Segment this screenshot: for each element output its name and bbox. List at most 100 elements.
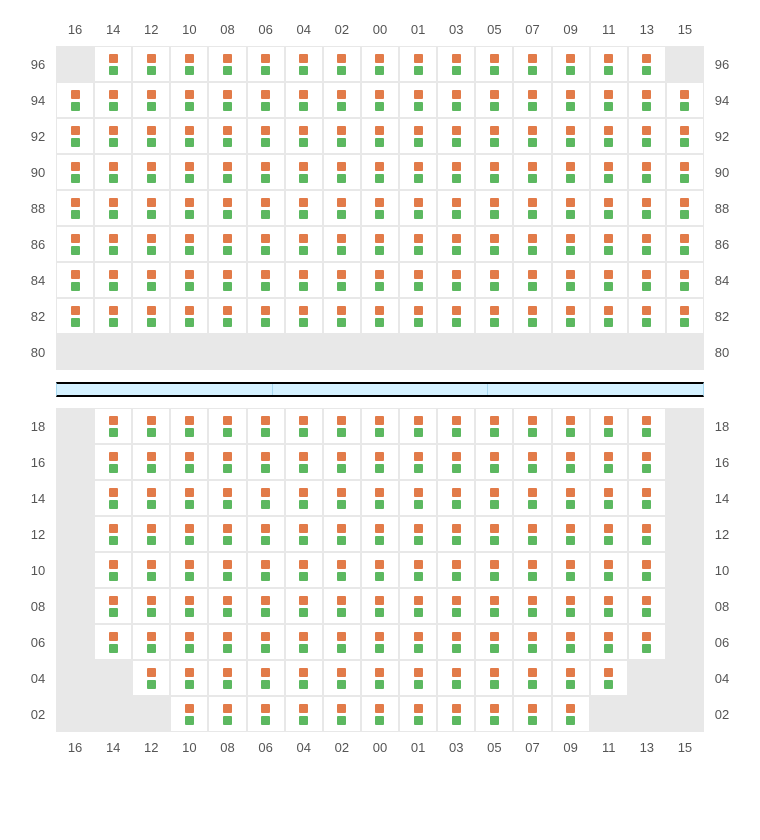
seat-cell[interactable] xyxy=(628,552,666,588)
seat-cell[interactable] xyxy=(132,46,170,82)
seat-cell[interactable] xyxy=(94,624,132,660)
seat-cell[interactable] xyxy=(247,262,285,298)
seat-cell[interactable] xyxy=(437,118,475,154)
seat-cell[interactable] xyxy=(208,82,246,118)
seat-cell[interactable] xyxy=(590,588,628,624)
seat-cell[interactable] xyxy=(552,190,590,226)
seat-cell[interactable] xyxy=(208,516,246,552)
seat-cell[interactable] xyxy=(513,516,551,552)
seat-cell[interactable] xyxy=(208,588,246,624)
seat-cell[interactable] xyxy=(628,154,666,190)
seat-cell[interactable] xyxy=(590,298,628,334)
seat-cell[interactable] xyxy=(513,226,551,262)
seat-cell[interactable] xyxy=(628,408,666,444)
seat-cell[interactable] xyxy=(208,154,246,190)
seat-cell[interactable] xyxy=(513,552,551,588)
seat-cell[interactable] xyxy=(247,408,285,444)
seat-cell[interactable] xyxy=(399,624,437,660)
seat-cell[interactable] xyxy=(323,660,361,696)
seat-cell[interactable] xyxy=(94,480,132,516)
seat-cell[interactable] xyxy=(170,46,208,82)
seat-cell[interactable] xyxy=(590,408,628,444)
seat-cell[interactable] xyxy=(666,154,704,190)
seat-cell[interactable] xyxy=(132,82,170,118)
seat-cell[interactable] xyxy=(399,444,437,480)
seat-cell[interactable] xyxy=(361,588,399,624)
seat-cell[interactable] xyxy=(475,226,513,262)
seat-cell[interactable] xyxy=(56,154,94,190)
seat-cell[interactable] xyxy=(323,262,361,298)
seat-cell[interactable] xyxy=(399,262,437,298)
seat-cell[interactable] xyxy=(94,82,132,118)
seat-cell[interactable] xyxy=(552,480,590,516)
seat-cell[interactable] xyxy=(590,262,628,298)
seat-cell[interactable] xyxy=(247,118,285,154)
seat-cell[interactable] xyxy=(475,298,513,334)
seat-cell[interactable] xyxy=(285,588,323,624)
seat-cell[interactable] xyxy=(513,190,551,226)
seat-cell[interactable] xyxy=(323,444,361,480)
seat-cell[interactable] xyxy=(590,190,628,226)
seat-cell[interactable] xyxy=(285,154,323,190)
seat-cell[interactable] xyxy=(361,660,399,696)
seat-cell[interactable] xyxy=(361,444,399,480)
seat-cell[interactable] xyxy=(552,408,590,444)
seat-cell[interactable] xyxy=(94,46,132,82)
seat-cell[interactable] xyxy=(170,624,208,660)
seat-cell[interactable] xyxy=(247,696,285,732)
seat-cell[interactable] xyxy=(361,516,399,552)
seat-cell[interactable] xyxy=(170,226,208,262)
seat-cell[interactable] xyxy=(285,226,323,262)
seat-cell[interactable] xyxy=(132,408,170,444)
seat-cell[interactable] xyxy=(323,552,361,588)
seat-cell[interactable] xyxy=(399,82,437,118)
seat-cell[interactable] xyxy=(437,552,475,588)
seat-cell[interactable] xyxy=(666,262,704,298)
seat-cell[interactable] xyxy=(132,154,170,190)
seat-cell[interactable] xyxy=(437,624,475,660)
seat-cell[interactable] xyxy=(628,46,666,82)
seat-cell[interactable] xyxy=(170,588,208,624)
seat-cell[interactable] xyxy=(399,480,437,516)
seat-cell[interactable] xyxy=(628,588,666,624)
seat-cell[interactable] xyxy=(475,408,513,444)
seat-cell[interactable] xyxy=(552,118,590,154)
seat-cell[interactable] xyxy=(361,190,399,226)
seat-cell[interactable] xyxy=(361,154,399,190)
seat-cell[interactable] xyxy=(170,118,208,154)
seat-cell[interactable] xyxy=(513,444,551,480)
seat-cell[interactable] xyxy=(208,696,246,732)
seat-cell[interactable] xyxy=(475,480,513,516)
seat-cell[interactable] xyxy=(285,118,323,154)
seat-cell[interactable] xyxy=(208,262,246,298)
seat-cell[interactable] xyxy=(628,298,666,334)
seat-cell[interactable] xyxy=(285,516,323,552)
seat-cell[interactable] xyxy=(94,588,132,624)
seat-cell[interactable] xyxy=(247,624,285,660)
seat-cell[interactable] xyxy=(323,696,361,732)
seat-cell[interactable] xyxy=(285,408,323,444)
seat-cell[interactable] xyxy=(552,262,590,298)
seat-cell[interactable] xyxy=(247,480,285,516)
seat-cell[interactable] xyxy=(437,46,475,82)
seat-cell[interactable] xyxy=(513,154,551,190)
seat-cell[interactable] xyxy=(590,154,628,190)
seat-cell[interactable] xyxy=(590,516,628,552)
seat-cell[interactable] xyxy=(513,408,551,444)
seat-cell[interactable] xyxy=(475,552,513,588)
seat-cell[interactable] xyxy=(590,82,628,118)
seat-cell[interactable] xyxy=(132,444,170,480)
seat-cell[interactable] xyxy=(552,588,590,624)
seat-cell[interactable] xyxy=(323,190,361,226)
seat-cell[interactable] xyxy=(475,118,513,154)
seat-cell[interactable] xyxy=(132,660,170,696)
seat-cell[interactable] xyxy=(513,298,551,334)
seat-cell[interactable] xyxy=(437,696,475,732)
seat-cell[interactable] xyxy=(475,624,513,660)
seat-cell[interactable] xyxy=(666,118,704,154)
seat-cell[interactable] xyxy=(208,624,246,660)
seat-cell[interactable] xyxy=(437,588,475,624)
seat-cell[interactable] xyxy=(628,480,666,516)
seat-cell[interactable] xyxy=(552,298,590,334)
seat-cell[interactable] xyxy=(399,298,437,334)
